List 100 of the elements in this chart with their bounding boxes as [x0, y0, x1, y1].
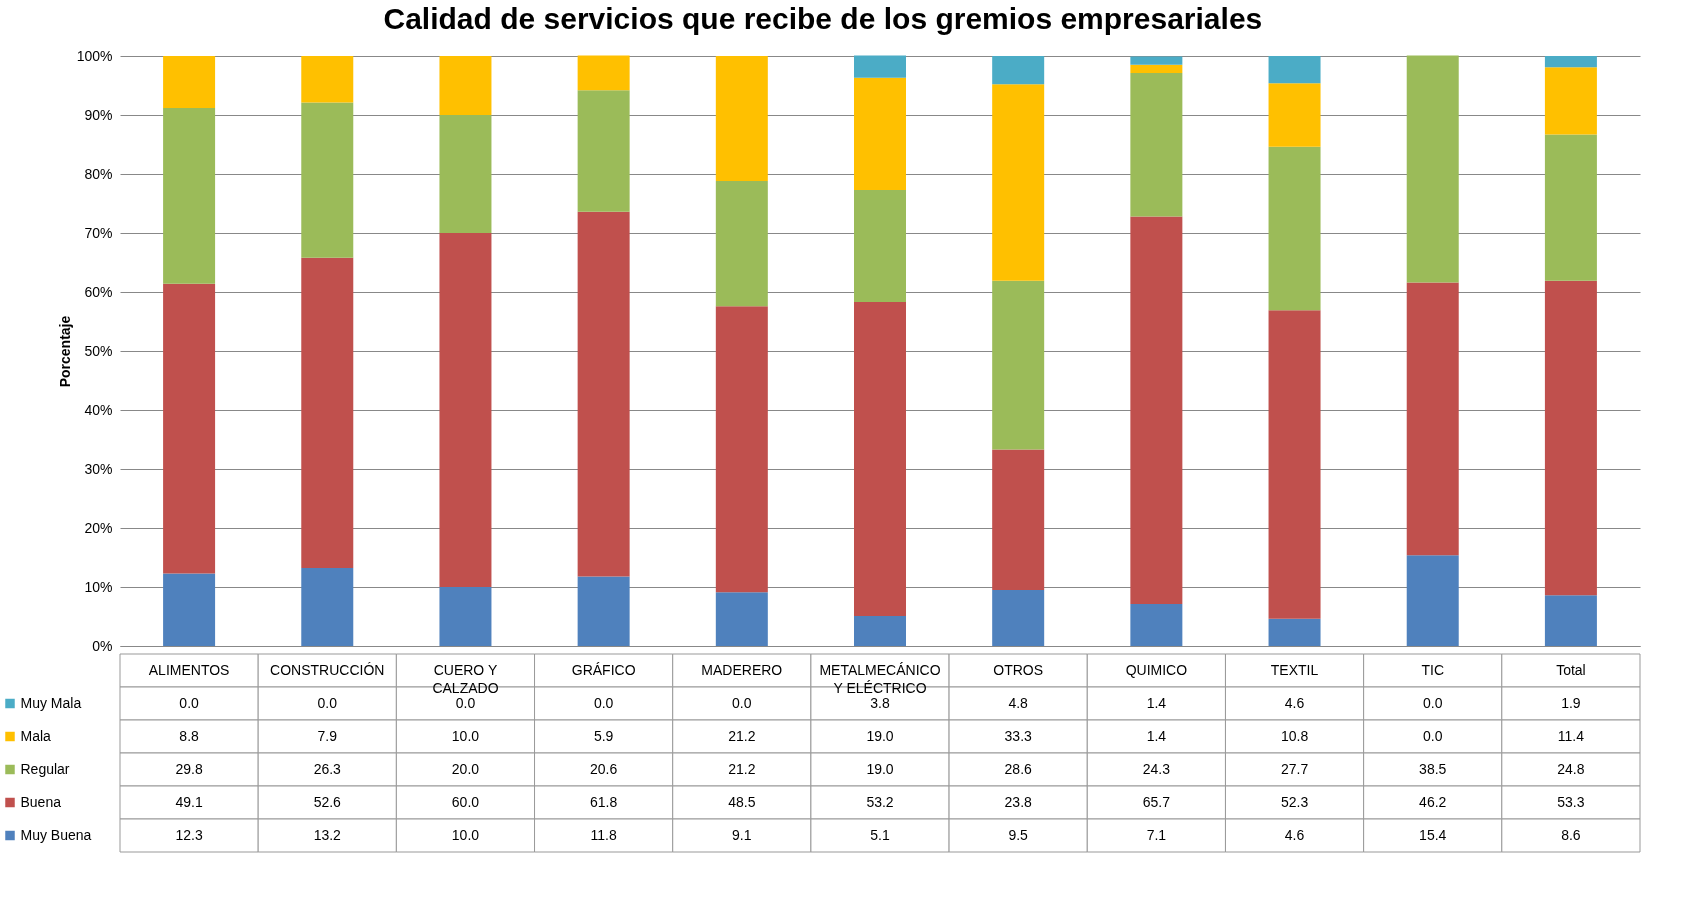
bar	[992, 449, 1045, 590]
data-label: 19.0	[866, 727, 894, 744]
data-label: 10.8	[1280, 727, 1309, 744]
bar	[854, 302, 906, 616]
x-tick-label: METALMECÁNICO Y ELÉCTRICO	[819, 661, 941, 696]
x-tick-label: GRÁFICO	[571, 661, 636, 678]
y-axis-title: Porcentaje	[56, 315, 73, 388]
bar	[577, 90, 630, 212]
chart-title: Calidad de servicios que recibe de los gremios empresariales	[383, 2, 1263, 35]
y-tick-label: 50%	[84, 342, 113, 359]
x-tick-label: OTROS	[993, 661, 1044, 678]
y-tick-label: 20%	[84, 519, 113, 536]
data-label: 53.2	[866, 793, 894, 810]
x-tick-label: CONSTRUCCIÓN	[270, 661, 385, 678]
bar	[854, 615, 906, 646]
data-label: 15.4	[1419, 826, 1447, 843]
bar	[1268, 146, 1321, 311]
x-tick-label: CUERO Y CALZADO	[432, 661, 499, 696]
y-tick-label: 40%	[84, 401, 113, 418]
bar	[1406, 282, 1459, 556]
bar	[1130, 216, 1183, 605]
data-label: 21.2	[728, 760, 756, 777]
data-label: 46.2	[1419, 793, 1447, 810]
data-label: 11.4	[1557, 727, 1585, 744]
y-tick-label: 90%	[84, 106, 113, 123]
data-label: 0.0	[593, 694, 614, 711]
y-tick-label: 10%	[84, 578, 113, 595]
bar	[992, 589, 1045, 646]
x-tick-label: QUIMICO	[1125, 661, 1188, 678]
legend-label: Muy Buena	[20, 826, 92, 843]
y-tick-label: 100%	[76, 47, 113, 64]
data-label: 61.8	[590, 793, 618, 810]
data-label: 4.6	[1284, 826, 1305, 843]
data-label: 1.4	[1146, 694, 1167, 711]
data-label: 52.3	[1280, 793, 1309, 810]
data-label: 0.0	[732, 694, 752, 711]
bar	[715, 181, 768, 307]
data-label: 10.0	[451, 727, 480, 744]
bar	[1268, 56, 1321, 84]
legend-label: Muy Mala	[20, 694, 82, 711]
x-tick-label: MADERERO	[701, 661, 783, 678]
data-label: 0.0	[179, 694, 200, 711]
bar	[1130, 73, 1183, 217]
bar	[301, 568, 354, 646]
bar	[577, 576, 630, 646]
bar	[1544, 134, 1597, 281]
data-label: 3.8	[870, 694, 890, 711]
bar	[1406, 55, 1459, 283]
data-label: 7.1	[1146, 826, 1167, 843]
x-tick-label: Total	[1556, 661, 1586, 678]
bar	[715, 306, 768, 593]
bar	[715, 56, 768, 182]
data-label: 21.2	[728, 727, 756, 744]
data-label: 19.0	[866, 760, 894, 777]
bar	[992, 84, 1045, 281]
data-label: 65.7	[1142, 793, 1171, 810]
data-label: 0.0	[1422, 694, 1443, 711]
bar	[1130, 64, 1183, 74]
data-label: 20.6	[590, 760, 618, 777]
bar	[1544, 280, 1597, 596]
data-label: 0.0	[317, 694, 338, 711]
y-tick-label: 30%	[84, 460, 113, 477]
data-label: 52.6	[313, 793, 342, 810]
bar	[854, 77, 906, 190]
data-label: 4.8	[1008, 694, 1029, 711]
legend-label: Mala	[20, 727, 52, 744]
data-label: 27.7	[1280, 760, 1309, 777]
data-label: 38.5	[1419, 760, 1447, 777]
data-label: 48.5	[728, 793, 756, 810]
data-label: 10.0	[451, 826, 480, 843]
legend-label: Buena	[20, 793, 62, 810]
data-label: 5.9	[593, 727, 614, 744]
bar	[301, 102, 354, 258]
bar	[163, 107, 216, 284]
data-label: 28.6	[1004, 760, 1033, 777]
x-tick-label: ALIMENTOS	[148, 661, 230, 678]
bar	[1268, 618, 1321, 646]
x-tick-label: TEXTIL	[1270, 661, 1319, 678]
data-label: 53.3	[1557, 793, 1585, 810]
bar	[854, 189, 906, 303]
bar	[1130, 604, 1183, 646]
bar	[301, 56, 354, 103]
bar	[992, 280, 1045, 450]
legend-label: Regular	[20, 760, 70, 777]
data-label: 8.8	[179, 727, 200, 744]
y-tick-label: 80%	[84, 165, 113, 182]
data-label: 24.3	[1142, 760, 1171, 777]
data-label: 8.6	[1561, 826, 1581, 843]
data-label: 0.0	[1422, 727, 1443, 744]
bar	[577, 55, 630, 91]
data-label: 1.9	[1561, 694, 1581, 711]
bar	[439, 115, 492, 233]
bar	[439, 233, 492, 587]
data-label: 49.1	[175, 793, 203, 810]
data-label: 20.0	[451, 760, 480, 777]
bar	[1268, 83, 1321, 147]
data-label: 9.5	[1008, 826, 1029, 843]
y-tick-label: 70%	[84, 224, 113, 241]
bar	[1268, 310, 1321, 619]
bar	[1544, 67, 1597, 135]
